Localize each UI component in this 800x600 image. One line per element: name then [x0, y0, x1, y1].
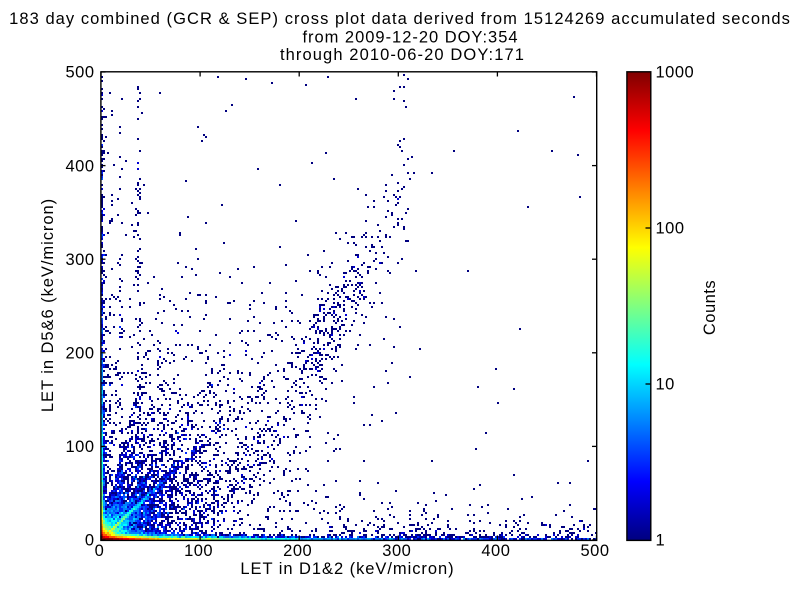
svg-text:400: 400	[481, 542, 510, 560]
svg-text:100: 100	[65, 438, 94, 456]
svg-text:400: 400	[65, 157, 94, 175]
svg-text:1: 1	[656, 532, 666, 550]
svg-text:LET in D5&6 (keV/micron): LET in D5&6 (keV/micron)	[39, 198, 57, 412]
svg-text:through 2010-06-20 DOY:171: through 2010-06-20 DOY:171	[280, 46, 525, 64]
svg-text:183 day combined (GCR & SEP) c: 183 day combined (GCR & SEP) cross plot …	[9, 10, 791, 28]
svg-text:LET in D1&2 (keV/micron): LET in D1&2 (keV/micron)	[240, 560, 454, 578]
svg-text:1000: 1000	[656, 64, 695, 82]
svg-text:500: 500	[65, 64, 94, 82]
svg-text:Counts: Counts	[701, 280, 719, 335]
svg-text:0: 0	[85, 532, 95, 550]
svg-text:300: 300	[382, 542, 411, 560]
svg-text:500: 500	[580, 542, 609, 560]
svg-text:from 2009-12-20 DOY:354: from 2009-12-20 DOY:354	[302, 29, 518, 47]
svg-text:100: 100	[184, 542, 213, 560]
svg-text:10: 10	[656, 376, 675, 394]
svg-text:200: 200	[283, 542, 312, 560]
svg-text:300: 300	[65, 251, 94, 269]
svg-text:100: 100	[656, 220, 685, 238]
svg-text:0: 0	[95, 542, 105, 560]
svg-text:200: 200	[65, 345, 94, 363]
